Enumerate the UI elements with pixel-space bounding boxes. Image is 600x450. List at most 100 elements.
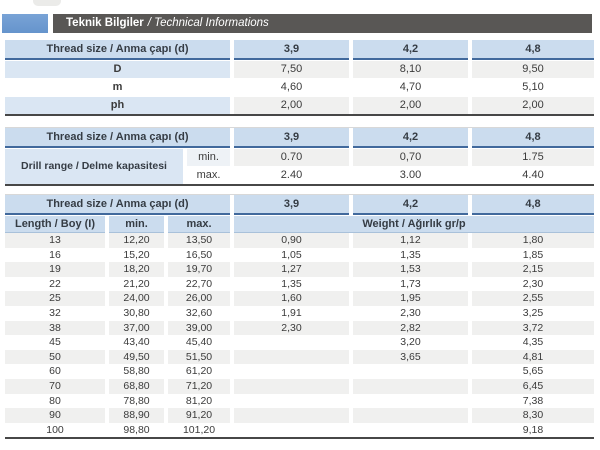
thread-size-3-9: 3,9 bbox=[234, 195, 349, 215]
length-value: 50 bbox=[5, 349, 105, 365]
weight-3-9 bbox=[234, 378, 349, 394]
length-max: 16,50 bbox=[185, 248, 213, 261]
length-value: 38 bbox=[5, 320, 105, 336]
dimension-value-4-8: 9,50 bbox=[472, 61, 594, 78]
max-label: max. bbox=[196, 169, 221, 181]
weight-3-9 bbox=[234, 423, 349, 438]
weight-3-9: 1,91 bbox=[281, 306, 302, 319]
thread-size-4-8: 4,8 bbox=[472, 40, 594, 60]
drill-range-body: Drill range / Delme kapasitesi min. 0.70… bbox=[5, 149, 594, 184]
thread-size-4-2: 4,2 bbox=[353, 40, 468, 60]
thread-size-3-9: 3,9 bbox=[234, 128, 349, 148]
weight-4-2: 3,65 bbox=[353, 349, 468, 365]
weight-4-2: 1,73 bbox=[400, 277, 421, 290]
length-max: 45,40 bbox=[185, 336, 213, 349]
thread-size-3-9: 3,9 bbox=[234, 40, 349, 60]
weight-3-9 bbox=[234, 335, 349, 350]
section-title-turkish: Teknik Bilgiler bbox=[66, 17, 144, 29]
thread-size-label: Thread size / Anma çapı (d) bbox=[5, 195, 230, 215]
weight-4-8: 7,38 bbox=[522, 394, 544, 407]
length-weight-rows: 13 12,20 13,50 0,90 1,12 1,80 16 15,20 1… bbox=[5, 233, 594, 437]
length-weight-subheader-row: Length / Boy (I) min. max. Weight / Ağır… bbox=[5, 216, 594, 233]
dimensions-table: Thread size / Anma çapı (d) 3,9 4,2 4,8 … bbox=[5, 40, 594, 116]
dimension-label: D bbox=[5, 61, 230, 78]
length-value: 45 bbox=[49, 336, 61, 349]
length-min: 21,20 bbox=[123, 277, 150, 290]
dimension-row: ph 2,00 2,00 2,00 bbox=[5, 97, 594, 114]
length-row: 38 37,00 39,00 2,30 2,82 3,72 bbox=[5, 320, 594, 336]
weight-3-9: 1,35 bbox=[281, 277, 302, 290]
length-min: 15,20 bbox=[123, 248, 150, 261]
weight-4-2: 1,53 bbox=[353, 262, 468, 277]
length-max: 51,50 bbox=[168, 349, 230, 365]
min-label: min. bbox=[109, 216, 164, 233]
dimension-value-4-2: 4,70 bbox=[399, 81, 422, 93]
weight-4-8: 5,65 bbox=[522, 365, 544, 378]
dimension-value-3-9: 2,00 bbox=[234, 97, 349, 114]
length-value: 25 bbox=[5, 291, 105, 306]
length-max: 26,00 bbox=[168, 291, 230, 306]
weight-4-2 bbox=[353, 364, 468, 379]
drill-max-3-9: 2.40 bbox=[280, 169, 303, 181]
length-value: 22 bbox=[49, 277, 61, 290]
weight-4-2: 3,20 bbox=[400, 336, 421, 349]
section-title-english: / Technical Informations bbox=[147, 17, 269, 29]
weight-3-9: 1,60 bbox=[234, 291, 349, 306]
weight-4-8: 3,72 bbox=[472, 320, 594, 336]
weight-label: Weight / Ağırlık gr/p bbox=[234, 216, 594, 233]
weight-4-2: 2,82 bbox=[353, 320, 468, 336]
dimension-value-3-9: 4,60 bbox=[280, 81, 303, 93]
length-row: 13 12,20 13,50 0,90 1,12 1,80 bbox=[5, 233, 594, 248]
length-min: 24,00 bbox=[109, 291, 164, 306]
length-row: 70 68,80 71,20 6,45 bbox=[5, 378, 594, 394]
length-min: 30,80 bbox=[123, 306, 150, 319]
length-value: 60 bbox=[49, 365, 61, 378]
weight-4-8: 8,30 bbox=[472, 408, 594, 423]
weight-4-2 bbox=[353, 394, 468, 409]
drill-min-4-8: 1.75 bbox=[472, 149, 594, 166]
length-min: 88,90 bbox=[109, 408, 164, 423]
length-row: 50 49,50 51,50 3,65 4,81 bbox=[5, 349, 594, 365]
length-row: 45 43,40 45,40 3,20 4,35 bbox=[5, 335, 594, 350]
length-min: 98,80 bbox=[123, 423, 150, 436]
length-max: 71,20 bbox=[168, 378, 230, 394]
length-value: 13 bbox=[5, 233, 105, 248]
drill-min-4-2: 0,70 bbox=[353, 149, 468, 166]
thread-size-label: Thread size / Anma çapı (d) bbox=[5, 40, 230, 60]
weight-4-8: 3,25 bbox=[522, 306, 544, 319]
length-value: 80 bbox=[49, 394, 61, 407]
section-title-bar: Teknik Bilgiler / Technical Informations bbox=[53, 14, 592, 33]
length-row: 90 88,90 91,20 8,30 bbox=[5, 408, 594, 423]
weight-4-8: 4,35 bbox=[522, 336, 544, 349]
weight-4-8: 1,85 bbox=[522, 248, 544, 261]
weight-3-9 bbox=[234, 394, 349, 409]
weight-3-9 bbox=[234, 364, 349, 379]
weight-3-9 bbox=[234, 408, 349, 423]
length-max: 39,00 bbox=[168, 320, 230, 336]
length-min: 78,80 bbox=[123, 394, 150, 407]
weight-3-9: 2,30 bbox=[234, 320, 349, 336]
weight-4-2 bbox=[353, 408, 468, 423]
length-row: 60 58,80 61,20 5,65 bbox=[5, 364, 594, 379]
dimension-row: m 4,60 4,70 5,10 bbox=[5, 79, 594, 96]
thread-size-4-2: 4,2 bbox=[353, 195, 468, 215]
weight-3-9: 1,05 bbox=[281, 248, 302, 261]
length-min: 68,80 bbox=[109, 378, 164, 394]
thread-size-header-row: Thread size / Anma çapı (d) 3,9 4,2 4,8 bbox=[5, 128, 594, 148]
length-min: 37,00 bbox=[109, 320, 164, 336]
drill-range-table: Thread size / Anma çapı (d) 3,9 4,2 4,8 … bbox=[5, 127, 594, 186]
length-max: 32,60 bbox=[185, 306, 213, 319]
length-row: 16 15,20 16,50 1,05 1,35 1,85 bbox=[5, 248, 594, 263]
weight-4-8: 6,45 bbox=[472, 378, 594, 394]
weight-4-2: 2,30 bbox=[400, 306, 421, 319]
length-min: 12,20 bbox=[109, 233, 164, 248]
weight-3-9: 0,90 bbox=[234, 233, 349, 248]
length-min: 43,40 bbox=[123, 336, 150, 349]
length-max: 101,20 bbox=[182, 423, 216, 436]
length-max: 19,70 bbox=[168, 262, 230, 277]
length-weight-table: Thread size / Anma çapı (d) 3,9 4,2 4,8 … bbox=[5, 194, 594, 440]
drill-max-4-2: 3.00 bbox=[399, 169, 422, 181]
weight-4-2: 1,35 bbox=[400, 248, 421, 261]
thread-size-header-row: Thread size / Anma çapı (d) 3,9 4,2 4,8 bbox=[5, 195, 594, 215]
